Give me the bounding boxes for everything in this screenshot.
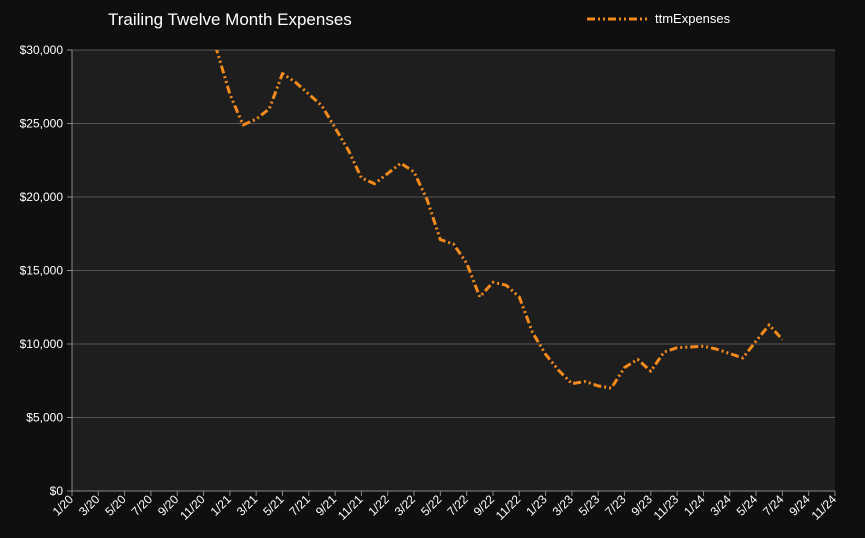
legend-label: ttmExpenses xyxy=(655,11,731,26)
grid-lines xyxy=(72,49,835,492)
y-tick-label: $15,000 xyxy=(20,264,64,278)
chart-title: Trailing Twelve Month Expenses xyxy=(108,10,352,29)
series-line xyxy=(214,50,784,390)
x-tick-label: 11/22 xyxy=(493,492,524,523)
y-tick-label: $0 xyxy=(50,484,64,498)
y-tick-label: $25,000 xyxy=(20,117,64,131)
y-tick-label: $20,000 xyxy=(20,190,64,204)
legend-line-swatch xyxy=(587,17,647,20)
y-tick-label: $30,000 xyxy=(20,43,64,57)
series-layer xyxy=(214,50,784,390)
x-tick-label: 11/23 xyxy=(651,492,682,523)
y-tick-label: $10,000 xyxy=(20,337,64,351)
x-tick-label: 11/20 xyxy=(177,492,208,523)
x-tick-label: 11/21 xyxy=(335,492,366,523)
x-tick-label: 11/24 xyxy=(809,492,840,523)
legend: ttmExpenses xyxy=(585,11,730,26)
y-axis: $0 $5,000 $10,000 $15,000 $20,000 $25,000 $30,… xyxy=(20,43,73,498)
y-tick-label: $5,000 xyxy=(26,411,63,425)
